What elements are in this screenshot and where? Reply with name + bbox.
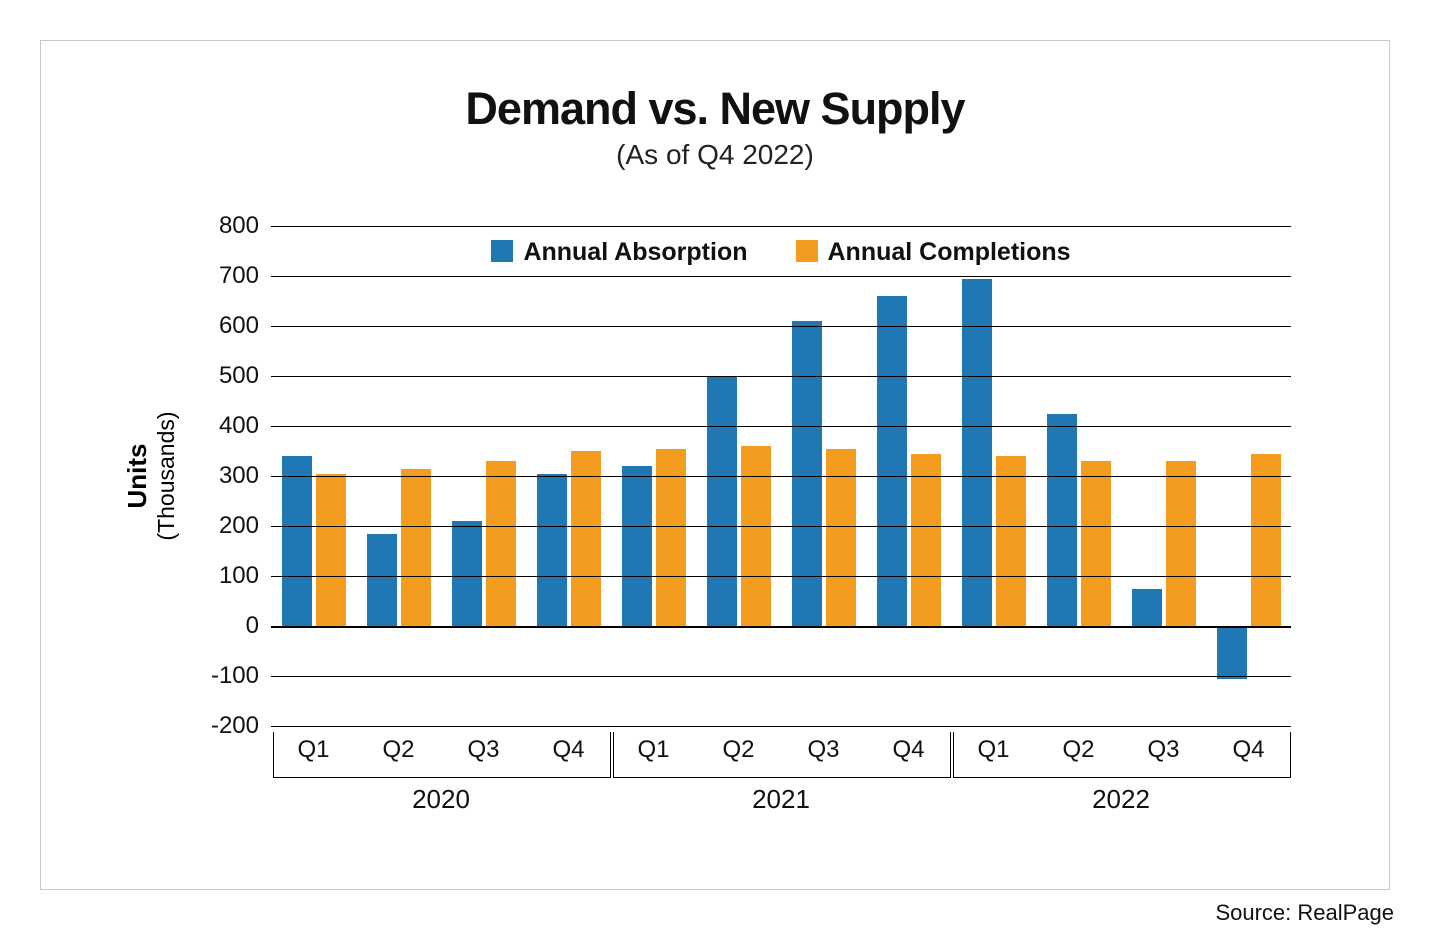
chart-title: Demand vs. New Supply [41,83,1389,135]
y-axis-label: Units [122,411,153,540]
y-axis-sublabel: (Thousands) [153,411,180,540]
grid-line [271,476,1291,477]
bar [282,456,312,626]
y-tick-label: 600 [219,312,259,340]
grid-line [271,676,1291,677]
y-tick-label: 400 [219,412,259,440]
y-tick-label: 100 [219,562,259,590]
bar [962,279,992,627]
bar [707,376,737,626]
y-tick-label: 200 [219,512,259,540]
bar [367,534,397,627]
source-text: Source: RealPage [1215,900,1394,926]
grid-line [271,576,1291,577]
bar [486,461,516,626]
bar [452,521,482,626]
plot-area: Annual AbsorptionAnnual Completions -200… [271,226,1291,726]
bar [792,321,822,626]
title-block: Demand vs. New Supply (As of Q4 2022) [41,83,1389,171]
year-bracket [613,732,951,778]
bar [622,466,652,626]
page: Demand vs. New Supply (As of Q4 2022) Un… [0,0,1434,950]
grid-line [271,326,1291,327]
bar [1047,414,1077,627]
bar [1251,454,1281,627]
bar [1217,626,1247,679]
grid-line [271,426,1291,427]
year-label: 2021 [752,784,810,815]
bar [996,456,1026,626]
grid-line [271,226,1291,227]
grid-line [271,726,1291,727]
year-label: 2020 [412,784,470,815]
y-tick-label: -100 [211,662,259,690]
bar [401,469,431,627]
grid-line [271,626,1291,628]
bar [1166,461,1196,626]
year-bracket [953,732,1291,778]
y-tick-label: 500 [219,362,259,390]
year-bracket [273,732,611,778]
bar [1132,589,1162,627]
bar [571,451,601,626]
year-label: 2022 [1092,784,1150,815]
bar [741,446,771,626]
y-axis-title: Units (Thousands) [122,411,180,540]
grid-line [271,526,1291,527]
bar [316,474,346,627]
y-tick-label: -200 [211,712,259,740]
grid-line [271,276,1291,277]
y-tick-label: 300 [219,462,259,490]
bar [1081,461,1111,626]
chart-subtitle: (As of Q4 2022) [41,139,1389,171]
grid-line [271,376,1291,377]
y-tick-label: 800 [219,212,259,240]
bar [537,474,567,627]
chart-frame: Demand vs. New Supply (As of Q4 2022) Un… [40,40,1390,890]
y-tick-label: 0 [246,612,259,640]
bar [911,454,941,627]
y-tick-label: 700 [219,262,259,290]
